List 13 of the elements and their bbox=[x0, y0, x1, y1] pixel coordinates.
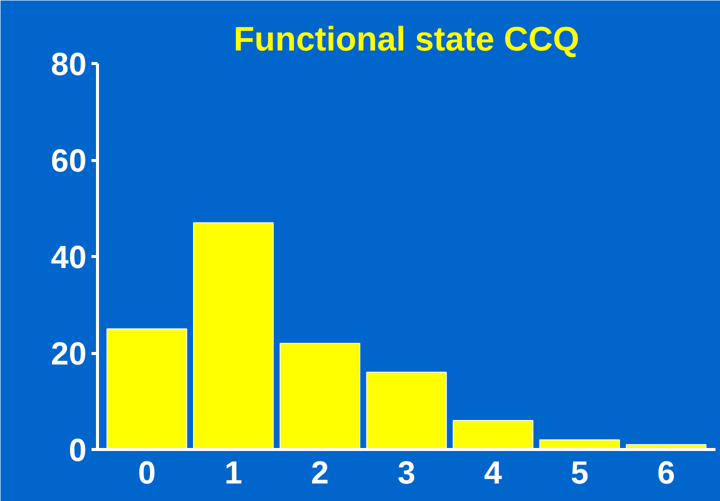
y-tick-label: 20 bbox=[50, 336, 86, 372]
x-tick-label: 3 bbox=[398, 454, 416, 490]
chart-title: Functional state CCQ bbox=[234, 20, 580, 58]
x-tick-label: 2 bbox=[311, 454, 329, 490]
x-tick-label: 5 bbox=[570, 454, 589, 490]
x-tick-label: 4 bbox=[484, 454, 502, 490]
y-tick-label: 0 bbox=[68, 432, 86, 468]
y-tick-label: 60 bbox=[50, 142, 86, 178]
y-tick-label: 80 bbox=[50, 46, 86, 82]
x-tick-label: 1 bbox=[224, 454, 242, 490]
x-tick-label: 6 bbox=[657, 454, 676, 490]
x-tick-label: 0 bbox=[138, 454, 156, 490]
y-tick-label: 40 bbox=[50, 239, 86, 275]
